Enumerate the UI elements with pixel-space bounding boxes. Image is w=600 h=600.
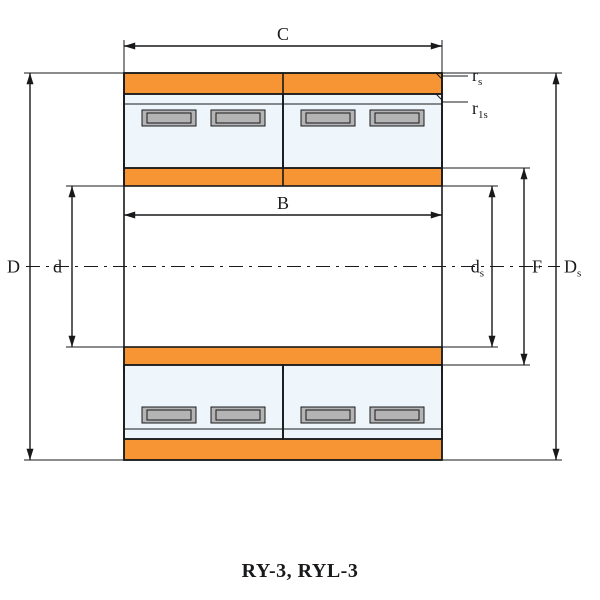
svg-text:F: F: [532, 257, 542, 277]
svg-text:rs: rs: [472, 65, 482, 88]
svg-text:D: D: [7, 257, 20, 277]
svg-text:ds: ds: [471, 257, 484, 280]
svg-text:B: B: [277, 193, 289, 213]
svg-text:Ds: Ds: [564, 257, 581, 280]
svg-text:d: d: [53, 257, 62, 277]
svg-text:r1s: r1s: [472, 98, 488, 121]
bearing-diagram: C B Dd ds F Ds rs r1s: [0, 0, 600, 560]
caption: RY-3, RYL-3: [0, 560, 600, 583]
svg-text:C: C: [277, 24, 289, 44]
